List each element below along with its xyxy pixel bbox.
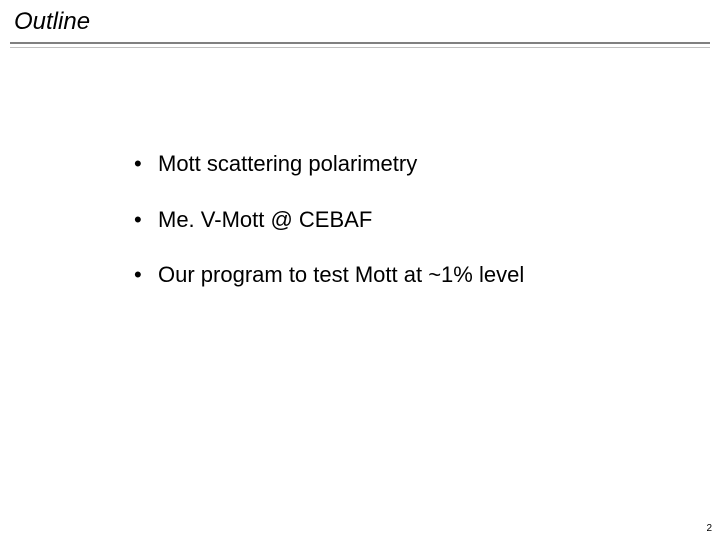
slide: Outline Mott scattering polarimetry Me. … bbox=[0, 0, 720, 540]
title-rule bbox=[10, 42, 710, 48]
list-item: Our program to test Mott at ~1% level bbox=[130, 261, 650, 289]
list-item: Me. V-Mott @ CEBAF bbox=[130, 206, 650, 234]
bullet-list: Mott scattering polarimetry Me. V-Mott @… bbox=[130, 150, 650, 289]
list-item: Mott scattering polarimetry bbox=[130, 150, 650, 178]
title-area: Outline bbox=[0, 0, 720, 40]
slide-title: Outline bbox=[14, 8, 706, 36]
content-area: Mott scattering polarimetry Me. V-Mott @… bbox=[130, 150, 650, 317]
page-number: 2 bbox=[706, 523, 712, 534]
